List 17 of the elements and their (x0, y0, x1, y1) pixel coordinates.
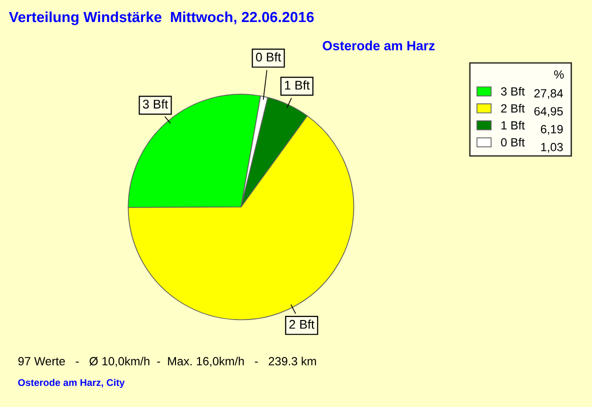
legend-label: 3 Bft (501, 86, 525, 96)
slice-label: 0 Bft (256, 52, 282, 62)
slice-label: 1 Bft (285, 80, 310, 90)
legend-title: % (554, 70, 564, 79)
chart-title: Verteilung Windstärke Mittwoch, 22.06.2016 (8, 11, 314, 26)
legend-label: 0 Bft (501, 138, 525, 147)
chart-subtitle: Osterode am Harz (322, 40, 435, 50)
slice-label: 3 Bft (142, 99, 168, 109)
text: Osterode am Harz, City (18, 378, 125, 388)
data-label: 64,95 (534, 107, 563, 117)
data-label: 1,03 (541, 142, 563, 153)
text: 97 Werte - Ø 10,0km/h - Max. 16,0km/h - 239.3 km (18, 356, 316, 367)
slice-label: 2 Bft (289, 320, 314, 329)
legend-label: 1 Bft (501, 120, 525, 130)
data-label: 27,84 (534, 89, 563, 99)
data-label: 6,19 (540, 124, 563, 135)
legend-label: 2 Bft (501, 104, 525, 113)
